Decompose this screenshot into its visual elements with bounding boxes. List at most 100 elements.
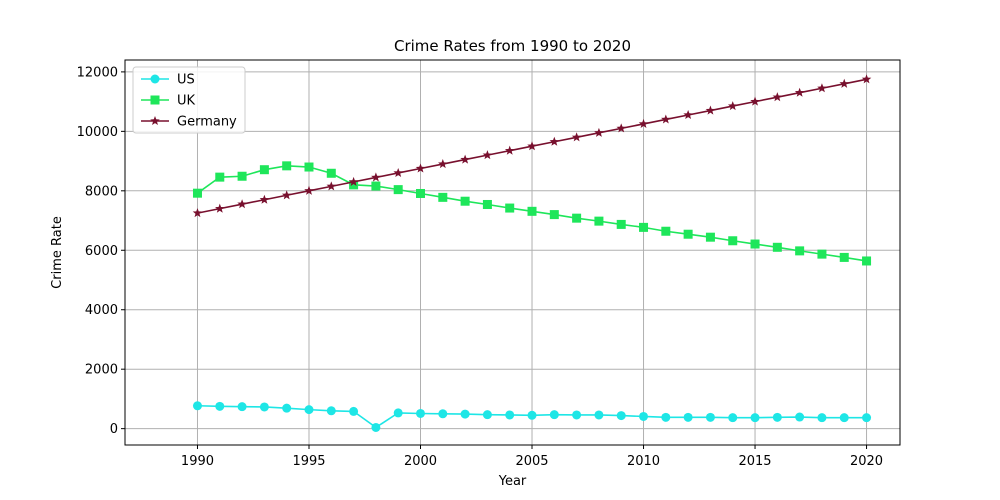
data-point [349,406,359,416]
x-tick-label: 1990 [181,454,214,469]
data-point [282,403,292,413]
y-axis: 0 2000 4000 6000 8000 10000 12000 [77,65,125,437]
data-point [326,181,337,191]
data-point [705,232,715,242]
data-point [237,199,247,209]
data-point [616,411,626,421]
data-point [259,402,269,412]
data-point [438,159,448,169]
data-point [795,412,805,422]
data-point [750,413,760,423]
data-point [415,163,426,173]
data-point [371,181,381,191]
x-tick-label: 2005 [515,454,548,469]
data-point [192,401,202,411]
data-point [839,78,849,88]
x-tick-label: 2015 [738,454,771,469]
y-tick-label: 2000 [85,363,118,378]
y-tick-label: 4000 [85,303,118,318]
grid [125,60,900,445]
data-point [416,408,426,418]
data-point [237,402,247,412]
data-point [215,172,225,182]
data-point [817,249,827,259]
data-point [393,185,403,195]
data-point [349,180,359,190]
data-point [549,210,559,220]
data-point [683,412,693,422]
data-point [661,226,671,236]
data-point [460,196,470,206]
data-point [750,96,760,106]
data-point [371,172,381,182]
data-point [215,401,225,411]
data-point [460,409,470,419]
data-point [281,190,292,200]
series-layer [192,74,872,432]
series-uk [192,161,872,266]
data-point [549,410,559,420]
data-point [259,165,269,175]
series-germany [192,74,872,218]
data-point [326,406,336,416]
data-point [661,114,671,124]
data-point [282,161,292,171]
data-point [304,185,314,195]
data-point [326,168,336,178]
series-us [192,401,872,432]
data-point [728,413,738,423]
x-tick-label: 2020 [850,454,883,469]
data-point [371,422,381,432]
data-point [839,252,849,262]
legend-marker [150,116,160,126]
data-point [727,101,738,111]
data-point [594,127,604,137]
data-point [505,410,515,420]
data-point [817,83,827,93]
data-point [728,236,738,246]
legend-label: Germany [177,115,237,130]
data-point [639,411,649,421]
chart-title: Crime Rates from 1990 to 2020 [394,37,631,55]
data-point [817,413,827,423]
data-point [549,136,560,146]
y-tick-label: 12000 [77,65,118,80]
data-point [192,188,202,198]
data-point [594,216,604,226]
data-point [460,154,470,164]
data-point [527,410,537,420]
x-axis: 1990 1995 2000 2005 2010 2015 2020 [181,445,883,469]
data-point [505,203,515,213]
data-point [772,242,782,252]
data-point [862,413,872,423]
data-point [616,219,626,229]
legend-item-uk: UK [141,94,196,109]
data-point [772,92,783,102]
x-tick-label: 2000 [404,454,437,469]
data-point [594,410,604,420]
data-point [192,208,203,218]
legend-item-us: US [141,73,195,88]
data-point [638,118,649,128]
legend: US UK Germany [132,66,246,134]
data-point [527,206,537,216]
data-point [215,203,225,213]
data-point [862,256,872,266]
data-point [527,141,537,151]
data-point [304,405,314,415]
data-point [416,188,426,198]
data-point [393,167,403,178]
legend-label: UK [177,94,196,109]
data-point [482,410,492,420]
plot-frame [124,59,901,446]
data-point [794,87,805,97]
data-point [482,150,493,160]
legend-marker [150,74,160,84]
legend-item-germany: Germany [141,115,237,130]
y-tick-label: 10000 [77,125,118,140]
data-point [348,176,359,186]
data-point [504,145,515,155]
y-tick-label: 0 [110,422,118,437]
data-point [795,246,805,256]
data-point [393,408,403,418]
